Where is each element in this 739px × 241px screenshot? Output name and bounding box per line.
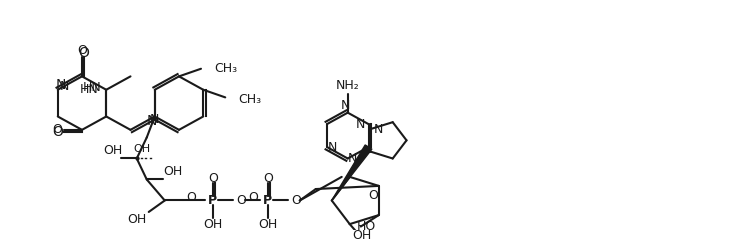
Text: N: N [146,114,157,128]
Text: N: N [356,118,365,131]
Text: HN: HN [83,81,102,94]
Text: N: N [348,152,358,165]
Text: CH₃: CH₃ [214,62,237,75]
Text: NH₂: NH₂ [336,80,360,93]
Text: OH: OH [103,144,123,157]
Text: N: N [374,123,383,136]
Text: O: O [78,47,89,60]
Text: O: O [208,172,218,185]
Text: O: O [263,172,273,185]
Text: CH₃: CH₃ [238,93,262,106]
Text: P: P [208,194,217,207]
Text: O: O [52,123,62,136]
Text: O: O [291,194,301,207]
Text: N: N [150,113,160,126]
Text: O: O [236,194,245,207]
Text: HO: HO [357,220,376,233]
Text: OH: OH [133,144,150,154]
Polygon shape [332,145,372,201]
Text: O: O [185,191,196,204]
Text: N: N [341,99,350,112]
Text: P: P [263,194,272,207]
Text: O: O [77,44,87,57]
Text: O: O [248,191,258,204]
Text: N: N [55,78,66,92]
Text: OH: OH [163,165,183,178]
Text: OH: OH [258,218,277,231]
Text: OH: OH [203,218,222,231]
Text: OH: OH [127,213,146,226]
Text: HN: HN [80,83,98,96]
Text: O: O [368,189,378,202]
Text: OH: OH [352,229,371,241]
Text: N: N [60,80,69,93]
Text: O: O [52,125,64,139]
Text: N: N [327,141,337,154]
